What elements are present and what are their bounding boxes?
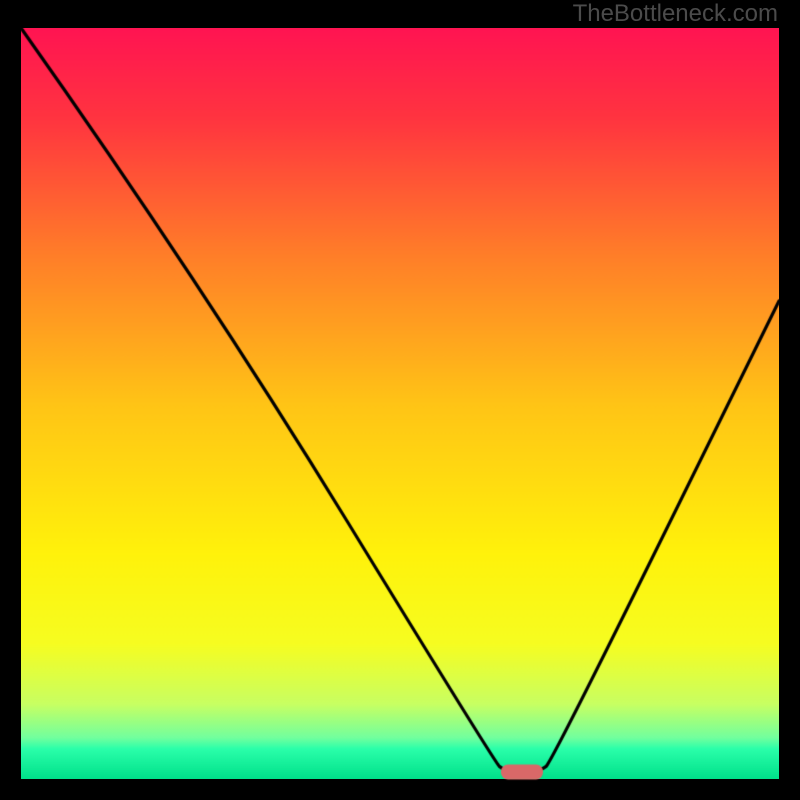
curve-canvas	[0, 0, 800, 800]
watermark-text: TheBottleneck.com	[573, 0, 778, 28]
chart-stage: TheBottleneck.com	[0, 0, 800, 800]
